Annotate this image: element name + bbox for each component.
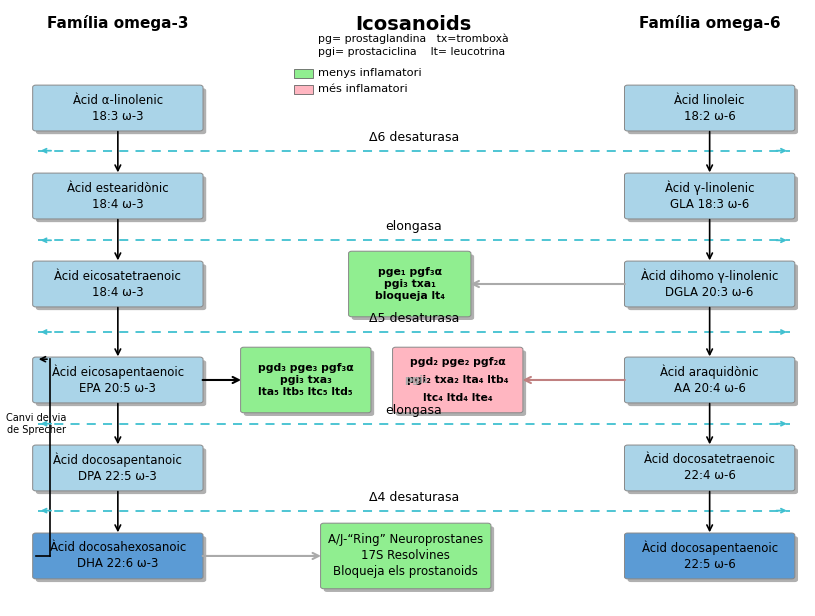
FancyBboxPatch shape (628, 176, 798, 222)
FancyBboxPatch shape (624, 173, 795, 219)
Text: Àcid estearidònic
18:4 ω-3: Àcid estearidònic 18:4 ω-3 (67, 182, 169, 211)
Text: A/J-“Ring” Neuroprostanes
17S Resolvines
Bloqueja els prostanoids: A/J-“Ring” Neuroprostanes 17S Resolvines… (328, 533, 483, 578)
FancyBboxPatch shape (244, 351, 374, 416)
Text: Àcid araquidònic
AA 20:4 ω-6: Àcid araquidònic AA 20:4 ω-6 (660, 365, 759, 395)
Text: Àcid eicosapentaenoic
EPA 20:5 ω-3: Àcid eicosapentaenoic EPA 20:5 ω-3 (52, 365, 184, 395)
Text: Àcid linoleic
18:2 ω-6: Àcid linoleic 18:2 ω-6 (674, 94, 745, 123)
FancyBboxPatch shape (349, 251, 471, 317)
FancyBboxPatch shape (33, 357, 203, 403)
Text: més inflamatori: més inflamatori (318, 84, 408, 94)
FancyBboxPatch shape (240, 347, 371, 413)
Text: Icosanoids: Icosanoids (355, 15, 472, 34)
FancyBboxPatch shape (628, 264, 798, 310)
Text: Família omega-3: Família omega-3 (47, 15, 188, 31)
FancyBboxPatch shape (624, 445, 795, 491)
FancyBboxPatch shape (36, 536, 206, 582)
Text: Canvi de via
de Sprecher: Canvi de via de Sprecher (6, 413, 67, 434)
Text: Àcid docosahexosanoic
DHA 22:6 ω-3: Àcid docosahexosanoic DHA 22:6 ω-3 (50, 541, 186, 570)
FancyBboxPatch shape (628, 536, 798, 582)
Text: Àcid docosapentanoic
DPA 22:5 ω-3: Àcid docosapentanoic DPA 22:5 ω-3 (54, 453, 183, 483)
FancyBboxPatch shape (36, 88, 206, 134)
FancyBboxPatch shape (628, 88, 798, 134)
Text: Àcid docosatetraenoic
22:4 ω-6: Àcid docosatetraenoic 22:4 ω-6 (644, 453, 775, 482)
FancyBboxPatch shape (628, 360, 798, 406)
Text: pg= prostaglandina   tx=tromboxà
pgi= prostaciclina    lt= leucotrina: pg= prostaglandina tx=tromboxà pgi= pros… (319, 33, 509, 57)
FancyBboxPatch shape (33, 85, 203, 131)
Text: pgd₃ pge₃ pgf₃α
pgi₃ txa₃
lta₅ ltb₅ ltc₅ ltd₅: pgd₃ pge₃ pgf₃α pgi₃ txa₃ lta₅ ltb₅ ltc₅… (258, 363, 354, 397)
Text: pgi₂ txa₂ lta₄ ltb₄: pgi₂ txa₂ lta₄ ltb₄ (407, 375, 509, 385)
Text: Família omega-6: Família omega-6 (639, 15, 781, 31)
Text: Àcid eicosatetraenoic
18:4 ω-3: Àcid eicosatetraenoic 18:4 ω-3 (55, 270, 181, 299)
FancyBboxPatch shape (624, 85, 795, 131)
Text: pgd₂ pge₂ pgf₂α: pgd₂ pge₂ pgf₂α (410, 357, 505, 367)
Text: Àcid dihomo γ-linolenic
DGLA 20:3 ω-6: Àcid dihomo γ-linolenic DGLA 20:3 ω-6 (641, 269, 778, 299)
FancyBboxPatch shape (36, 360, 206, 406)
FancyBboxPatch shape (352, 254, 474, 320)
FancyBboxPatch shape (36, 264, 206, 310)
Text: Δ4 desaturasa: Δ4 desaturasa (368, 491, 459, 504)
Text: pge₁ pgf₃α
pgi₃ txa₁
bloqueja lt₄: pge₁ pgf₃α pgi₃ txa₁ bloqueja lt₄ (375, 267, 445, 301)
Text: Δ5 desaturasa: Δ5 desaturasa (368, 312, 459, 325)
Text: menys inflamatori: menys inflamatori (318, 68, 421, 78)
FancyBboxPatch shape (396, 351, 526, 416)
FancyBboxPatch shape (33, 533, 203, 579)
FancyBboxPatch shape (33, 445, 203, 491)
FancyBboxPatch shape (293, 68, 313, 78)
FancyBboxPatch shape (36, 448, 206, 494)
FancyBboxPatch shape (324, 526, 494, 592)
FancyBboxPatch shape (320, 523, 491, 589)
FancyBboxPatch shape (628, 448, 798, 494)
FancyBboxPatch shape (293, 84, 313, 94)
FancyBboxPatch shape (36, 176, 206, 222)
FancyBboxPatch shape (624, 533, 795, 579)
Text: Δ6 desaturasa: Δ6 desaturasa (368, 131, 459, 144)
Text: ltc₄ ltd₄ lte₄: ltc₄ ltd₄ lte₄ (423, 392, 492, 403)
FancyBboxPatch shape (393, 347, 523, 413)
Text: Àcid γ-linolenic
GLA 18:3 ω-6: Àcid γ-linolenic GLA 18:3 ω-6 (665, 180, 755, 211)
FancyBboxPatch shape (624, 357, 795, 403)
FancyBboxPatch shape (624, 261, 795, 307)
Text: elongasa: elongasa (385, 403, 442, 417)
Text: pgi₂: pgi₂ (404, 375, 428, 385)
Text: Àcid docosapentaenoic
22:5 ω-6: Àcid docosapentaenoic 22:5 ω-6 (641, 541, 778, 571)
Text: Àcid α-linolenic
18:3 ω-3: Àcid α-linolenic 18:3 ω-3 (73, 94, 163, 123)
FancyBboxPatch shape (33, 173, 203, 219)
Text: elongasa: elongasa (385, 221, 442, 233)
FancyBboxPatch shape (33, 261, 203, 307)
